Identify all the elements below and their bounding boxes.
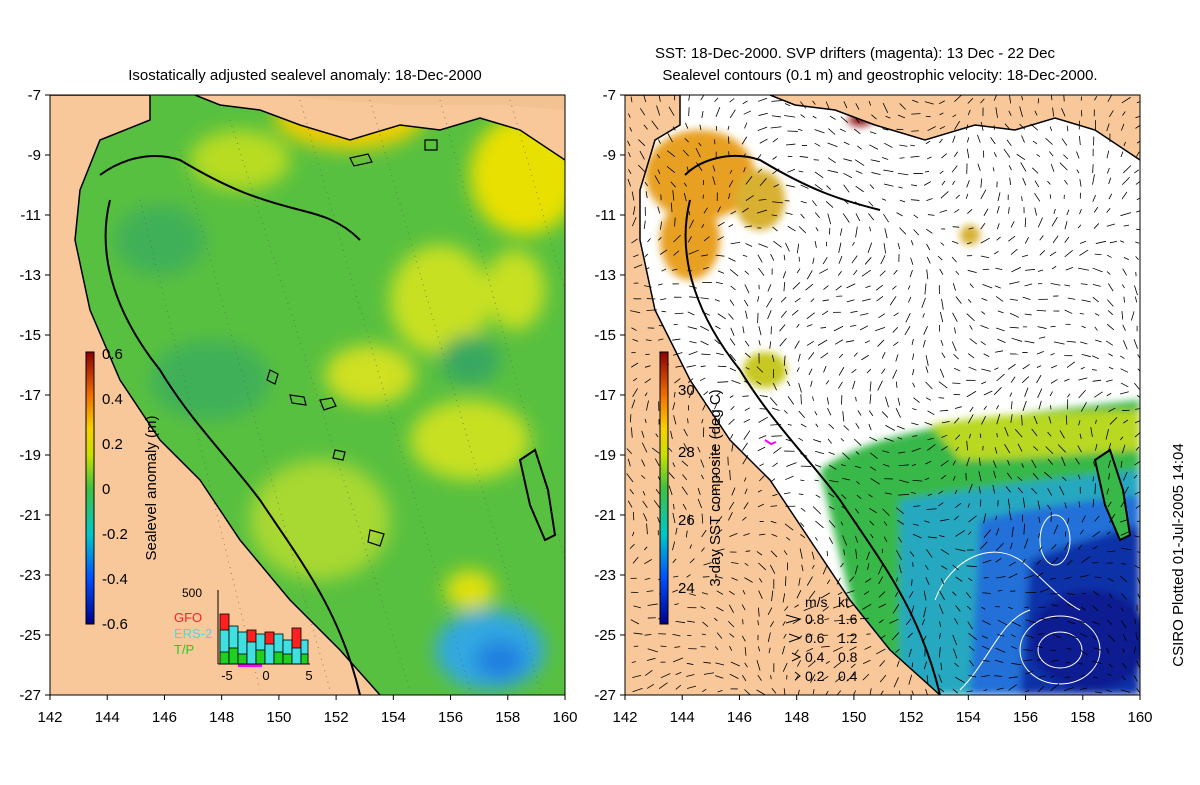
sealevel-lon-tick-label: 160 [552, 709, 577, 726]
sst-lon-tick-label: 142 [612, 709, 637, 726]
plot-credit: CSIRO Plotted 01-Jul-2005 14:04 [1170, 443, 1187, 666]
sst-map [625, 91, 1150, 701]
sealevel-map [50, 80, 580, 695]
sst-lon-tick-label: 146 [727, 709, 752, 726]
sealevel-lat-tick-label: -19 [19, 447, 41, 464]
sealevel-panel-title: Isostatically adjusted sealevel anomaly:… [128, 67, 482, 84]
speed-legend-kt-value: 1.6 [838, 611, 858, 627]
sst-panel-title-line1: SST: 18-Dec-2000. SVP drifters (magenta)… [655, 45, 1055, 62]
speed-legend-kt-value: 0.4 [838, 668, 858, 684]
sealevel-lon-tick-label: 158 [495, 709, 520, 726]
sst-lat-tick-label: -19 [594, 447, 616, 464]
speed-legend-ms-value: 0.8 [805, 611, 825, 627]
sealevel-colorbar-tick-label: 0.4 [102, 391, 123, 408]
sst-colorbar-tick-label: 24 [678, 580, 695, 597]
sst-lon-tick-label: 150 [841, 709, 866, 726]
sst-lat-tick-label: -23 [594, 567, 616, 584]
sealevel-lon-tick-label: 156 [438, 709, 463, 726]
sst-lon-tick-label: 158 [1070, 709, 1095, 726]
sealevel-lat-tick-label: -21 [19, 507, 41, 524]
sealevel-colorbar-tick-label: -0.4 [102, 571, 128, 588]
inset-xtick-0: 0 [262, 668, 269, 683]
sealevel-lon-tick-label: 146 [152, 709, 177, 726]
sst-lat-tick-label: -13 [594, 267, 616, 284]
sealevel-lon-tick-label: 152 [324, 709, 349, 726]
sealevel-lat-tick-label: -17 [19, 387, 41, 404]
sealevel-colorbar-tick-label: -0.2 [102, 526, 128, 543]
speed-legend-ms-value: 0.2 [805, 668, 825, 684]
sealevel-colorbar-tick-label: 0.6 [102, 346, 123, 363]
sealevel-lon-tick-label: 144 [95, 709, 120, 726]
inset-xtick-5: 5 [305, 668, 312, 683]
sst-lat-tick-label: -7 [603, 87, 616, 104]
sst-lon-tick-label: 156 [1013, 709, 1038, 726]
sealevel-lat-tick-label: -25 [19, 627, 41, 644]
sealevel-lat-tick-label: -23 [19, 567, 41, 584]
speed-legend-header-ms: m/s [805, 594, 828, 610]
sst-lat-tick-label: -11 [595, 207, 616, 224]
sealevel-colorbar-label: Sealevel anomaly (m) [143, 415, 160, 560]
sealevel-lon-tick-label: 150 [266, 709, 291, 726]
sst-lat-tick-label: -15 [594, 327, 616, 344]
sst-colorbar [660, 352, 668, 624]
sst-lon-tick-label: 148 [784, 709, 809, 726]
speed-legend-header-kt: kt [838, 594, 849, 610]
sst-panel-title-line2: Sealevel contours (0.1 m) and geostrophi… [662, 67, 1097, 84]
legend-ers2: ERS-2 [174, 626, 212, 641]
sealevel-colorbar-tick-label: -0.6 [102, 616, 128, 633]
speed-legend-ms-value: 0.4 [805, 649, 825, 665]
sst-colorbar-label: 3-day SST composite (deg C) [707, 389, 724, 586]
inset-max-label: 500 [182, 586, 202, 600]
sst-lon-tick-label: 144 [670, 709, 695, 726]
legend-tp: T/P [174, 642, 194, 657]
sealevel-lon-tick-label: 148 [209, 709, 234, 726]
sealevel-lat-tick-label: -15 [19, 327, 41, 344]
sst-lon-tick-label: 154 [956, 709, 981, 726]
sst-panel: SST: 18-Dec-2000. SVP drifters (magenta)… [594, 45, 1152, 726]
sealevel-lat-tick-label: -7 [28, 87, 41, 104]
sst-lat-tick-label: -9 [603, 147, 616, 164]
sealevel-colorbar-tick-label: 0.2 [102, 436, 123, 453]
sst-lon-tick-label: 160 [1127, 709, 1152, 726]
legend-gfo: GFO [174, 610, 202, 625]
sealevel-lon-tick-label: 154 [381, 709, 406, 726]
sealevel-lat-tick-label: -11 [20, 207, 41, 224]
sealevel-lat-tick-label: -13 [19, 267, 41, 284]
sealevel-lat-tick-label: -9 [28, 147, 41, 164]
speed-legend-ms-value: 0.6 [805, 630, 825, 646]
sst-lat-tick-label: -27 [594, 687, 616, 704]
sealevel-lon-tick-label: 142 [37, 709, 62, 726]
sst-lat-tick-label: -21 [594, 507, 616, 524]
sealevel-colorbar [86, 352, 94, 624]
sealevel-lat-tick-label: -27 [19, 687, 41, 704]
sst-colorbar-tick-label: 28 [678, 444, 695, 461]
speed-legend-kt-value: 0.8 [838, 649, 858, 665]
sst-colorbar-tick-label: 26 [678, 512, 695, 529]
sst-lat-tick-label: -17 [594, 387, 616, 404]
speed-legend-kt-value: 1.2 [838, 630, 858, 646]
sst-lat-tick-label: -25 [594, 627, 616, 644]
sealevel-colorbar-tick-label: 0 [102, 481, 110, 498]
sst-colorbar-tick-label: 30 [678, 382, 695, 399]
sealevel-panel: Isostatically adjusted sealevel anomaly:… [19, 67, 580, 726]
sst-lon-tick-label: 152 [899, 709, 924, 726]
inset-xtick-minus5: -5 [221, 668, 233, 683]
